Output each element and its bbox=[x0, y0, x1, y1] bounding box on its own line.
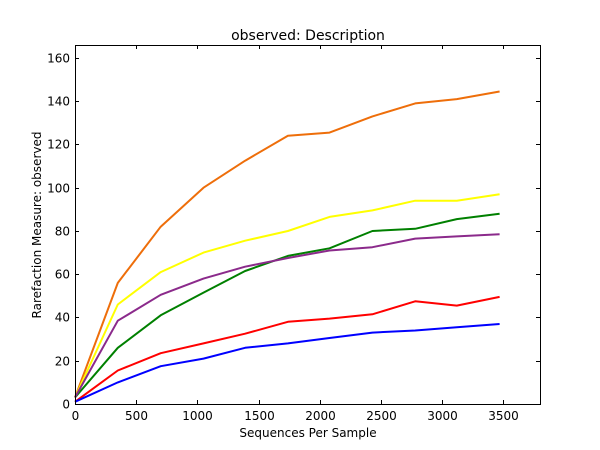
series-lines bbox=[74, 90, 500, 403]
chart-title: observed: Description bbox=[231, 28, 385, 44]
plot-frame bbox=[75, 45, 541, 405]
x-tick-label: 1500 bbox=[244, 409, 275, 423]
series-line-4 bbox=[74, 233, 500, 398]
series-line-1 bbox=[74, 90, 500, 398]
x-tick-label: 1000 bbox=[182, 409, 213, 423]
y-axis-label: Rarefaction Measure: observed bbox=[30, 132, 44, 319]
x-tick-label: 0 bbox=[72, 409, 80, 423]
y-tick-label: 0 bbox=[62, 398, 70, 412]
x-tick-label: 2000 bbox=[305, 409, 336, 423]
y-tick-label: 80 bbox=[55, 225, 70, 239]
y-tick-label: 100 bbox=[47, 182, 70, 196]
ticks-layer: 0 500 1000 1500 2000 2500 3000 3500 0 20 40 60 80 100… bbox=[47, 45, 540, 423]
y-tick-label: 40 bbox=[55, 311, 70, 325]
x-axis-label: Sequences Per Sample bbox=[239, 426, 376, 440]
y-tick-label: 60 bbox=[55, 268, 70, 282]
series-line-5 bbox=[74, 295, 500, 403]
series-line-3 bbox=[74, 212, 500, 399]
y-tick-label: 140 bbox=[47, 95, 70, 109]
y-tick-label: 120 bbox=[47, 138, 70, 152]
x-tick-label: 500 bbox=[125, 409, 148, 423]
series-line-6 bbox=[74, 323, 500, 403]
x-tick-label: 3500 bbox=[488, 409, 519, 423]
x-tick-label: 3000 bbox=[427, 409, 458, 423]
series-line-2 bbox=[74, 193, 500, 398]
y-tick-label: 160 bbox=[47, 52, 70, 66]
y-tick-label: 20 bbox=[55, 355, 70, 369]
x-tick-label: 2500 bbox=[366, 409, 397, 423]
